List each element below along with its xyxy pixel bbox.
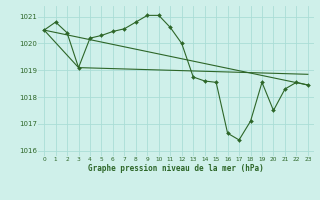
X-axis label: Graphe pression niveau de la mer (hPa): Graphe pression niveau de la mer (hPa): [88, 164, 264, 173]
